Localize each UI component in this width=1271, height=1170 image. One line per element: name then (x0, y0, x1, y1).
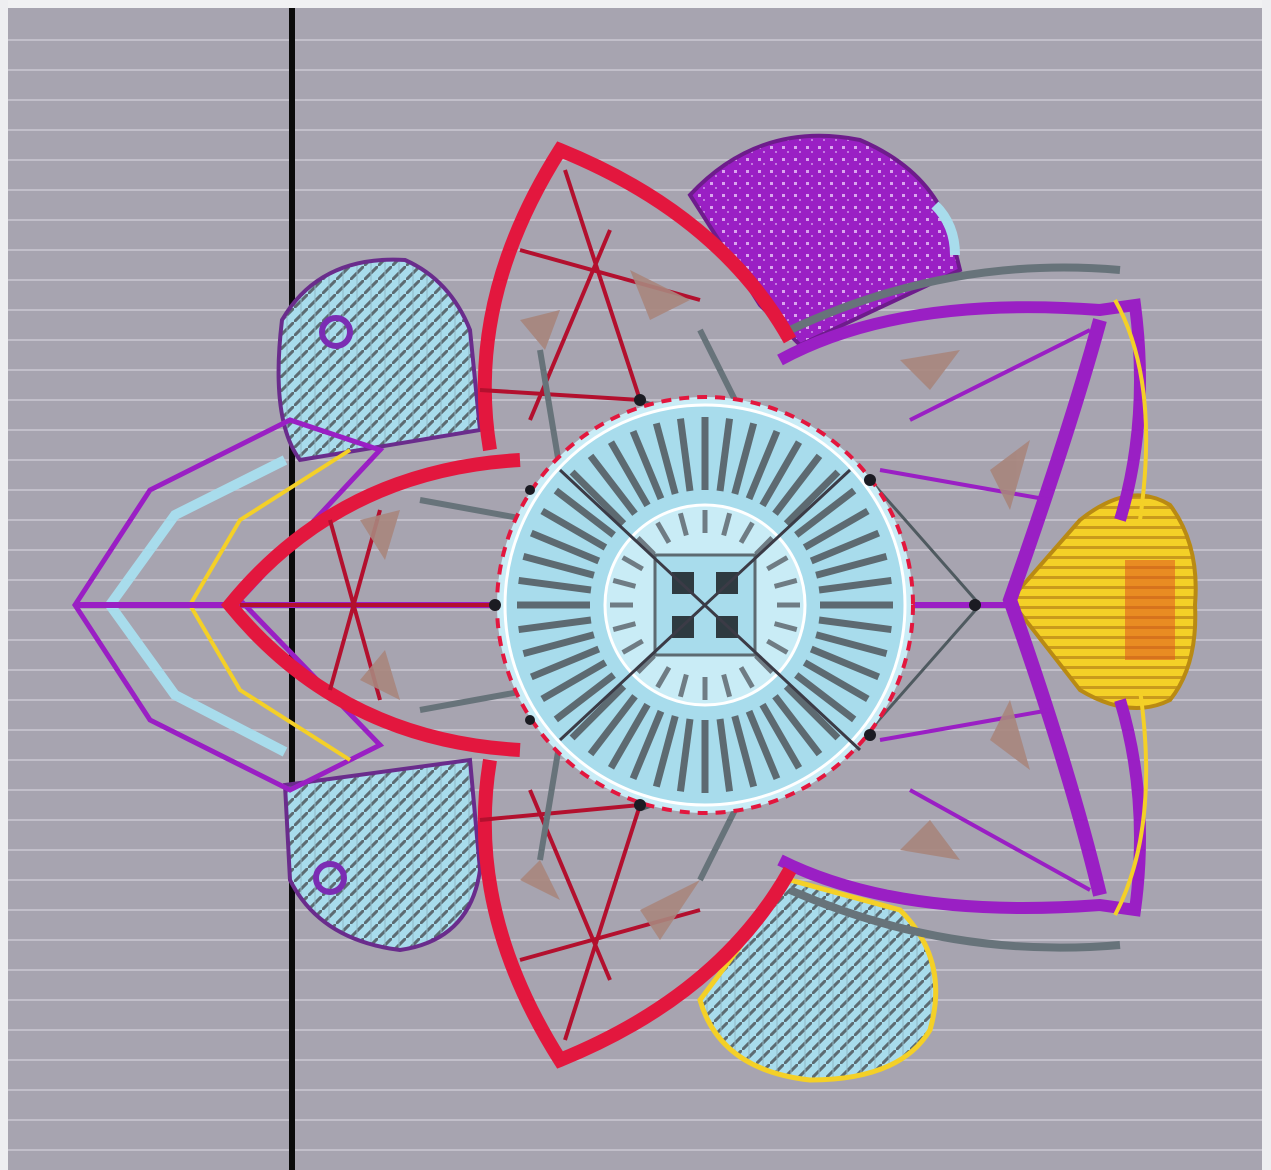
wheel-spoke (815, 631, 888, 658)
wheel-spoke (652, 715, 679, 788)
wheel-spoke (818, 576, 892, 594)
wheel-spoke (759, 440, 803, 508)
wheel-spoke (518, 576, 592, 594)
wheel-spoke (783, 683, 841, 741)
wheel-inner-tick (636, 536, 656, 556)
wheel-inner-tick (773, 621, 798, 633)
wheel-spoke (553, 487, 616, 538)
wheel-inner-tick (621, 638, 644, 655)
wheel-inner-tick (612, 621, 637, 633)
wheel-spoke (802, 507, 870, 551)
wheel-inner-tick (621, 555, 644, 572)
wheel-spoke (676, 718, 694, 792)
wheel-inner-tick (636, 654, 656, 674)
wheel-inner-tick (655, 521, 672, 544)
wheel-inner-tick (766, 638, 789, 655)
wheel-spoke (518, 616, 592, 634)
brown-wedges (360, 270, 1030, 940)
wheel-spoke (716, 418, 734, 492)
wheel-spoke (794, 487, 857, 538)
wheel-inner-tick (754, 654, 774, 674)
wheel-spoke (794, 672, 857, 723)
yellow-petal (1007, 493, 1198, 710)
wheel-spoke (569, 469, 627, 527)
left-lattice (72, 417, 500, 793)
wheel-spoke (783, 469, 841, 527)
wheel-spoke (529, 645, 601, 681)
wheel-inner-ticks (610, 510, 800, 700)
wheel-spoke (731, 715, 758, 788)
wheel-inner-tick (655, 666, 672, 689)
wheel-spoke (815, 552, 888, 579)
wheel-inner-tick (766, 555, 789, 572)
wheel-spoke (759, 702, 803, 770)
wheel-spoke (676, 418, 694, 492)
wheel-spoke (716, 718, 734, 792)
wheel-spoke (818, 616, 892, 634)
wheel-inner-tick (677, 673, 689, 698)
wheel-inner-tick (721, 673, 733, 698)
wheel-spoke (809, 529, 881, 565)
wheel-spokes (517, 417, 893, 793)
wheel-spoke (522, 631, 595, 658)
wheel-spoke (522, 552, 595, 579)
paper-right-edge (1262, 0, 1271, 1170)
joint-dots (489, 394, 981, 811)
wheel-spoke (629, 709, 665, 781)
light-blue-petal-bottom-left (282, 757, 483, 953)
wheel-inner-tick (738, 666, 755, 689)
paper-top-edge (0, 0, 1271, 8)
wheel-spoke (529, 529, 601, 565)
wheel-spoke (587, 694, 638, 757)
wheel-spoke (745, 429, 781, 501)
wheel-spoke (587, 453, 638, 516)
wheel-spoke (607, 702, 651, 770)
wheel-spoke (731, 422, 758, 495)
wheel-spoke (607, 440, 651, 508)
light-blue-petal-top-left (276, 257, 483, 463)
wheel-spoke (540, 659, 608, 703)
central-wheel (495, 395, 915, 815)
wheel-spoke (569, 683, 627, 741)
wheel-spoke (629, 429, 665, 501)
wheel-spoke (772, 453, 823, 516)
wheel-spoke (553, 672, 616, 723)
right-lattice (777, 263, 1149, 952)
wheel-inner-tick (773, 577, 798, 589)
wheel-spoke (745, 709, 781, 781)
wheel-spoke (802, 659, 870, 703)
wheel-spoke (809, 645, 881, 681)
wheel-spoke (540, 507, 608, 551)
paper-left-edge (0, 0, 8, 1170)
wheel-inner-tick (721, 512, 733, 537)
wheel-inner-tick (677, 512, 689, 537)
light-blue-petal-bottom (697, 877, 939, 1083)
red-petals (220, 141, 797, 1069)
wheel-inner-tick (738, 521, 755, 544)
wheel-spoke (772, 694, 823, 757)
wheel-inner-tick (612, 577, 637, 589)
wheel-inner-tick (754, 536, 774, 556)
wheel-spoke (652, 422, 679, 495)
